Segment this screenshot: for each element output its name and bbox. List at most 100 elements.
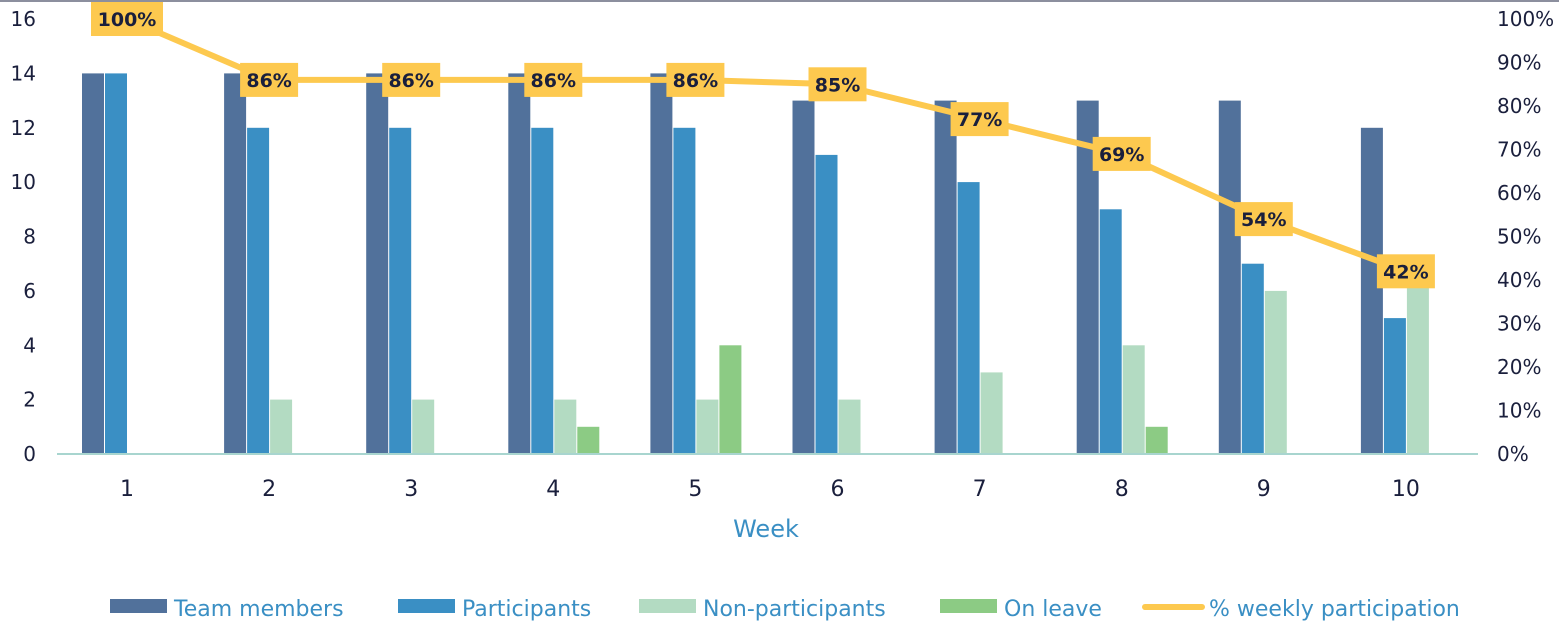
bar-non-participants-week-4 — [554, 399, 577, 454]
left-tick-8: 8 — [23, 225, 36, 249]
x-tick-week-9: 9 — [1257, 477, 1271, 502]
pct-label-box-week-10 — [1376, 254, 1435, 289]
legend-label-participants: Participants — [462, 597, 591, 622]
left-tick-6: 6 — [23, 279, 36, 303]
right-axis-ticks: 0% 10% 20% 30% 40% 50% 60% 70% 80% 90% 100% — [1497, 7, 1554, 466]
pct-label-box-week-3 — [382, 62, 441, 97]
x-tick-week-10: 10 — [1392, 477, 1420, 502]
pct-label-week-7: 77% — [957, 109, 1002, 131]
bar-non-participants-week-6 — [838, 399, 861, 454]
bar-participants-week-2 — [247, 127, 270, 455]
pct-label-week-2: 86% — [246, 70, 291, 92]
x-axis-title: Week — [733, 515, 799, 543]
left-tick-10: 10 — [11, 170, 36, 194]
bar-team-members-week-8 — [1076, 100, 1099, 454]
bar-team-members-week-1 — [82, 73, 104, 455]
bar-participants-week-8 — [1099, 209, 1122, 454]
pct-label-box-week-2 — [240, 62, 299, 97]
bar-non-participants-week-10 — [1406, 263, 1429, 454]
bar-participants-week-5 — [673, 127, 696, 455]
bar-on-leave-week-5 — [719, 345, 742, 455]
legend-label-non-participants: Non-participants — [703, 597, 886, 622]
right-tick-80pct: 80% — [1497, 94, 1541, 118]
legend-swatch-non-participants — [639, 599, 696, 613]
pct-label-week-8: 69% — [1099, 144, 1144, 166]
bar-non-participants-week-9 — [1264, 290, 1287, 454]
left-tick-2: 2 — [23, 388, 36, 412]
bar-team-members-week-2 — [224, 73, 247, 455]
left-tick-14: 14 — [11, 61, 36, 85]
pct-label-week-3: 86% — [388, 70, 433, 92]
bar-participants-week-3 — [389, 127, 412, 455]
bar-team-members-week-7 — [934, 100, 957, 454]
right-tick-30pct: 30% — [1497, 312, 1541, 336]
bar-participants-week-4 — [531, 127, 554, 455]
x-tick-week-3: 3 — [404, 477, 418, 502]
bar-participants-week-7 — [957, 182, 980, 454]
x-tick-week-7: 7 — [973, 477, 987, 502]
x-tick-week-6: 6 — [831, 477, 845, 502]
x-axis-ticks: 1 2 3 4 5 6 7 8 9 10 — [120, 477, 1420, 502]
bar-team-members-week-5 — [650, 73, 673, 455]
x-tick-week-4: 4 — [546, 477, 560, 502]
bar-on-leave-week-4 — [577, 426, 600, 454]
pct-label-box-week-6 — [808, 67, 867, 102]
legend-label-on-leave: On leave — [1004, 597, 1102, 622]
pct-label-box-week-8 — [1092, 136, 1151, 171]
bar-team-members-week-6 — [792, 100, 815, 454]
x-tick-week-5: 5 — [688, 477, 702, 502]
legend-swatch-participants — [398, 599, 455, 613]
pct-label-week-6: 85% — [815, 74, 860, 96]
bar-participants-week-1 — [105, 73, 127, 455]
x-tick-week-2: 2 — [262, 477, 276, 502]
bar-non-participants-week-2 — [270, 399, 293, 454]
pct-label-box-week-7 — [950, 102, 1009, 137]
right-tick-60pct: 60% — [1497, 181, 1541, 205]
line-layer: 100% 86% 86% 86% 86% 85% 77% 69% 54% 42% — [91, 2, 1435, 289]
left-tick-16: 16 — [11, 7, 36, 31]
bar-team-members-week-9 — [1218, 100, 1241, 454]
pct-label-week-10: 42% — [1383, 261, 1428, 283]
right-tick-50pct: 50% — [1497, 225, 1541, 249]
legend-label-weekly-participation: % weekly participation — [1209, 597, 1460, 622]
legend: Team members Participants Non-participants… — [110, 597, 1460, 622]
pct-label-week-9: 54% — [1241, 209, 1286, 231]
left-axis-ticks: 0 2 4 6 8 10 12 14 16 — [11, 7, 36, 466]
bar-on-leave-week-8 — [1145, 426, 1168, 454]
legend-label-team-members: Team members — [173, 597, 344, 622]
left-tick-4: 4 — [23, 333, 36, 357]
bars-layer — [82, 73, 1429, 455]
right-tick-90pct: 90% — [1497, 51, 1541, 75]
pct-label-week-4: 86% — [531, 70, 576, 92]
bar-non-participants-week-8 — [1122, 345, 1145, 455]
pct-label-box-week-9 — [1234, 202, 1293, 237]
bar-team-members-week-10 — [1360, 127, 1383, 455]
x-tick-week-1: 1 — [120, 477, 134, 502]
pct-label-week-1: 100% — [98, 9, 157, 31]
bar-participants-week-9 — [1241, 263, 1264, 454]
participation-line — [124, 16, 1409, 275]
right-tick-100pct: 100% — [1497, 7, 1554, 31]
pct-label-week-5: 86% — [673, 70, 718, 92]
right-tick-20pct: 20% — [1497, 355, 1541, 379]
bar-non-participants-week-7 — [980, 372, 1003, 454]
pct-label-box-week-5 — [666, 62, 725, 97]
pct-label-box-week-1 — [91, 2, 163, 36]
left-tick-0: 0 — [23, 442, 36, 466]
right-tick-10pct: 10% — [1497, 399, 1541, 423]
bar-non-participants-week-3 — [412, 399, 435, 454]
bar-team-members-week-4 — [508, 73, 531, 455]
left-tick-12: 12 — [11, 116, 36, 140]
right-tick-70pct: 70% — [1497, 138, 1541, 162]
legend-swatch-team-members — [110, 599, 167, 613]
right-tick-40pct: 40% — [1497, 268, 1541, 292]
bar-participants-week-6 — [815, 154, 838, 454]
bar-team-members-week-3 — [366, 73, 389, 455]
bar-non-participants-week-5 — [696, 399, 719, 454]
x-tick-week-8: 8 — [1115, 477, 1129, 502]
right-tick-0pct: 0% — [1497, 442, 1529, 466]
bar-participants-week-10 — [1383, 318, 1406, 454]
legend-swatch-on-leave — [940, 599, 997, 613]
pct-label-box-week-4 — [524, 62, 583, 97]
